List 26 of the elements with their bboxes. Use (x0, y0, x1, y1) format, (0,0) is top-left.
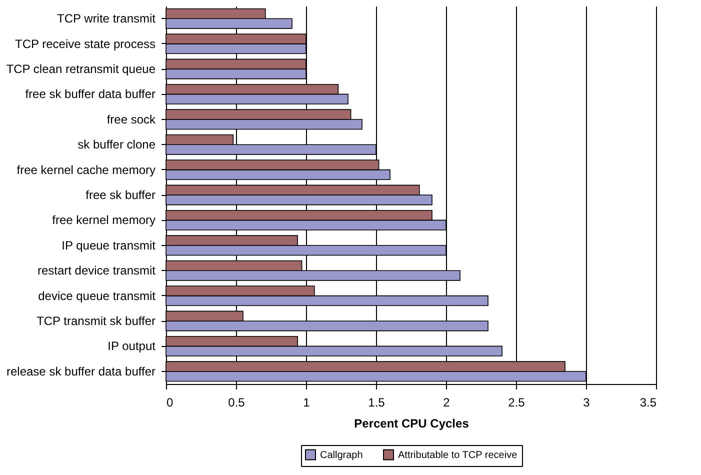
y-tick-label: device queue transmit (38, 288, 156, 303)
y-tick-label: sk buffer clone (78, 138, 156, 152)
y-tick-label: IP queue transmit (62, 238, 156, 252)
legend-label: Attributable to TCP receive (398, 450, 518, 461)
x-tick-label: 3.5 (640, 396, 657, 410)
x-axis-title: Percent CPU Cycles (354, 416, 470, 430)
x-tick-label: 2 (443, 396, 450, 410)
x-tick-label: 0 (166, 396, 174, 410)
x-tick-label: 0.5 (228, 396, 246, 410)
y-tick-label: free sk buffer (86, 188, 156, 202)
x-tick-label: 1 (303, 396, 310, 410)
y-tick-label: free kernel memory (52, 213, 156, 228)
y-tick-label: free sk buffer data buffer (25, 87, 156, 102)
y-tick-label: restart device transmit (37, 264, 156, 278)
y-tick-label: IP output (108, 339, 156, 354)
x-tick-label: 1.5 (368, 396, 386, 410)
y-tick-label: free kernel cache memory (16, 162, 156, 177)
y-tick-label: free sock (106, 112, 156, 126)
y-tick-label: release sk buffer data buffer (6, 364, 156, 378)
y-tick-label: TCP clean retransmit queue (6, 62, 156, 76)
x-tick-label: 3 (583, 396, 590, 410)
y-tick-label: TCP receive state process (14, 36, 156, 51)
legend-label: Callgraph (320, 450, 363, 461)
x-tick-label: 2.5 (508, 396, 526, 410)
y-tick-label: TCP transmit sk buffer (36, 314, 156, 328)
y-tick-label: TCP write transmit (57, 12, 156, 26)
